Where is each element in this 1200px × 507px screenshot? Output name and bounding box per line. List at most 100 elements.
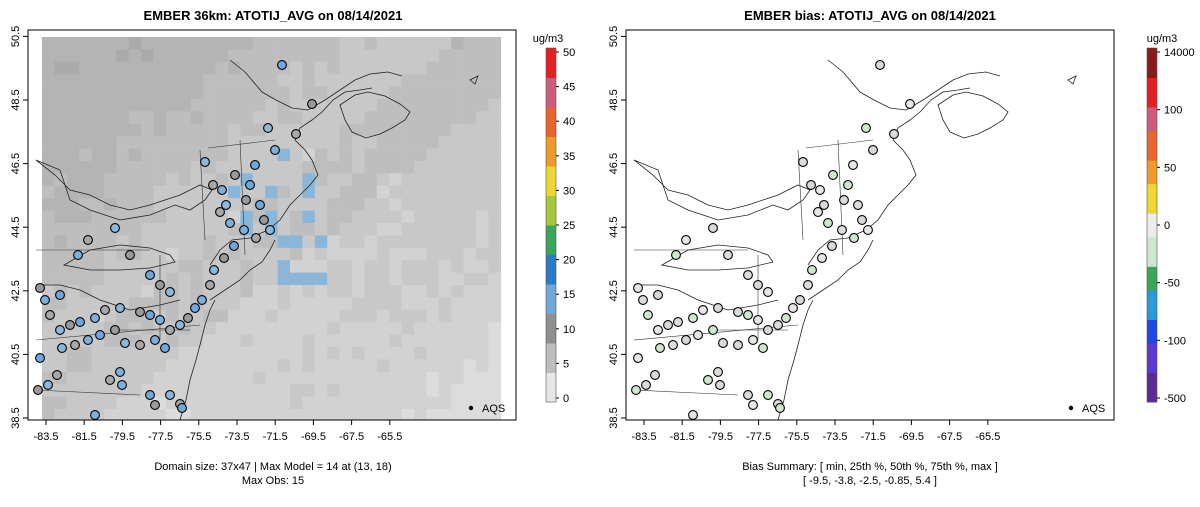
heatmap-cell [166,161,179,174]
heatmap-cell [451,235,464,249]
heatmap-cell [277,285,291,298]
heatmap-cell [203,384,216,397]
heatmap-cell [476,37,489,50]
heatmap-cell [190,223,204,236]
heatmap-cell [476,359,489,373]
heatmap-cell [252,409,266,420]
heatmap-cell [252,86,266,100]
heatmap-cell [389,272,402,286]
heatmap-cell [42,198,55,211]
colorbar-segment [1147,219,1157,226]
heatmap-cell [364,260,378,273]
station-point [698,305,708,315]
heatmap-cell [166,37,179,50]
heatmap-cell [290,334,303,348]
heatmap-cell [116,309,130,323]
heatmap-cell [302,396,316,410]
heatmap-cell [91,272,105,286]
coastline-path [62,244,176,271]
heatmap-cell [54,297,68,311]
heatmap-cell [488,322,502,335]
heatmap-cell [178,371,192,385]
heatmap-cell [339,260,353,273]
heatmap-cell [252,297,266,311]
colorbar-segment [546,83,556,90]
heatmap-cell [463,223,477,236]
heatmap-cell [128,136,142,149]
station-point [788,303,798,313]
station-point [868,145,878,155]
heatmap-cell [426,148,440,162]
station-point [45,310,55,320]
heatmap-cell [66,148,80,162]
heatmap-cell [228,247,241,261]
heatmap-cell [277,210,291,224]
colorbar-segment [546,378,556,385]
heatmap-cell [141,61,154,75]
left-legend: AQS [468,403,505,415]
y-tick-label: 44.5 [608,216,620,237]
heatmap-cell [265,384,278,397]
station-point [748,335,758,345]
colorbar-segment [1147,319,1157,326]
heatmap-cell [389,210,402,224]
colorbar-segment [546,307,556,314]
heatmap-cell [290,272,303,286]
heatmap-cell [451,359,464,373]
heatmap-cell [54,272,68,286]
heatmap-cell [463,384,477,397]
x-tick-label: -73.5 [822,431,847,443]
heatmap-cell [265,409,278,420]
heatmap-cell [488,285,502,298]
heatmap-cell [488,334,502,348]
heatmap-cell [389,322,402,335]
heatmap-cell [203,309,216,323]
heatmap-cell [451,347,464,360]
heatmap-cell [66,297,80,311]
station-point [73,250,83,260]
heatmap-cell [438,161,452,174]
heatmap-cell [42,74,55,87]
heatmap-cell [401,210,415,224]
heatmap-cell [476,61,489,75]
heatmap-cell [414,161,427,174]
heatmap-cell [451,61,464,75]
heatmap-cell [104,37,117,50]
heatmap-cell [66,210,80,224]
heatmap-cell [438,309,452,323]
heatmap-cell [91,37,105,50]
heatmap-cell [488,185,502,199]
colorbar-segment [1147,48,1157,55]
heatmap-cell [54,223,68,236]
heatmap-cell [153,161,167,174]
heatmap-cell [91,260,105,273]
heatmap-cell [488,37,502,50]
station-point [43,380,53,390]
heatmap-cell [128,297,142,311]
heatmap-cell [215,161,229,174]
heatmap-cell [426,384,440,397]
heatmap-cell [190,384,204,397]
x-tick-label: -77.5 [746,431,771,443]
station-point [215,207,225,217]
heatmap-cell [414,334,427,348]
heatmap-cell [240,161,254,174]
station-point [183,313,193,323]
heatmap-cell [54,74,68,87]
heatmap-cell [290,49,303,63]
heatmap-cell [339,99,353,112]
heatmap-cell [339,210,353,224]
colorbar-segment [1147,348,1157,356]
heatmap-cell [128,86,142,100]
heatmap-cell [190,359,204,373]
heatmap-cell [178,223,192,236]
station-point [115,303,125,313]
heatmap-cell [488,148,502,162]
heatmap-cell [66,409,80,420]
heatmap-cell [414,223,427,236]
heatmap-cell [302,136,316,149]
heatmap-cell [128,235,142,249]
heatmap-cell [153,37,167,50]
heatmap-cell [203,61,216,75]
station-point [763,325,773,335]
